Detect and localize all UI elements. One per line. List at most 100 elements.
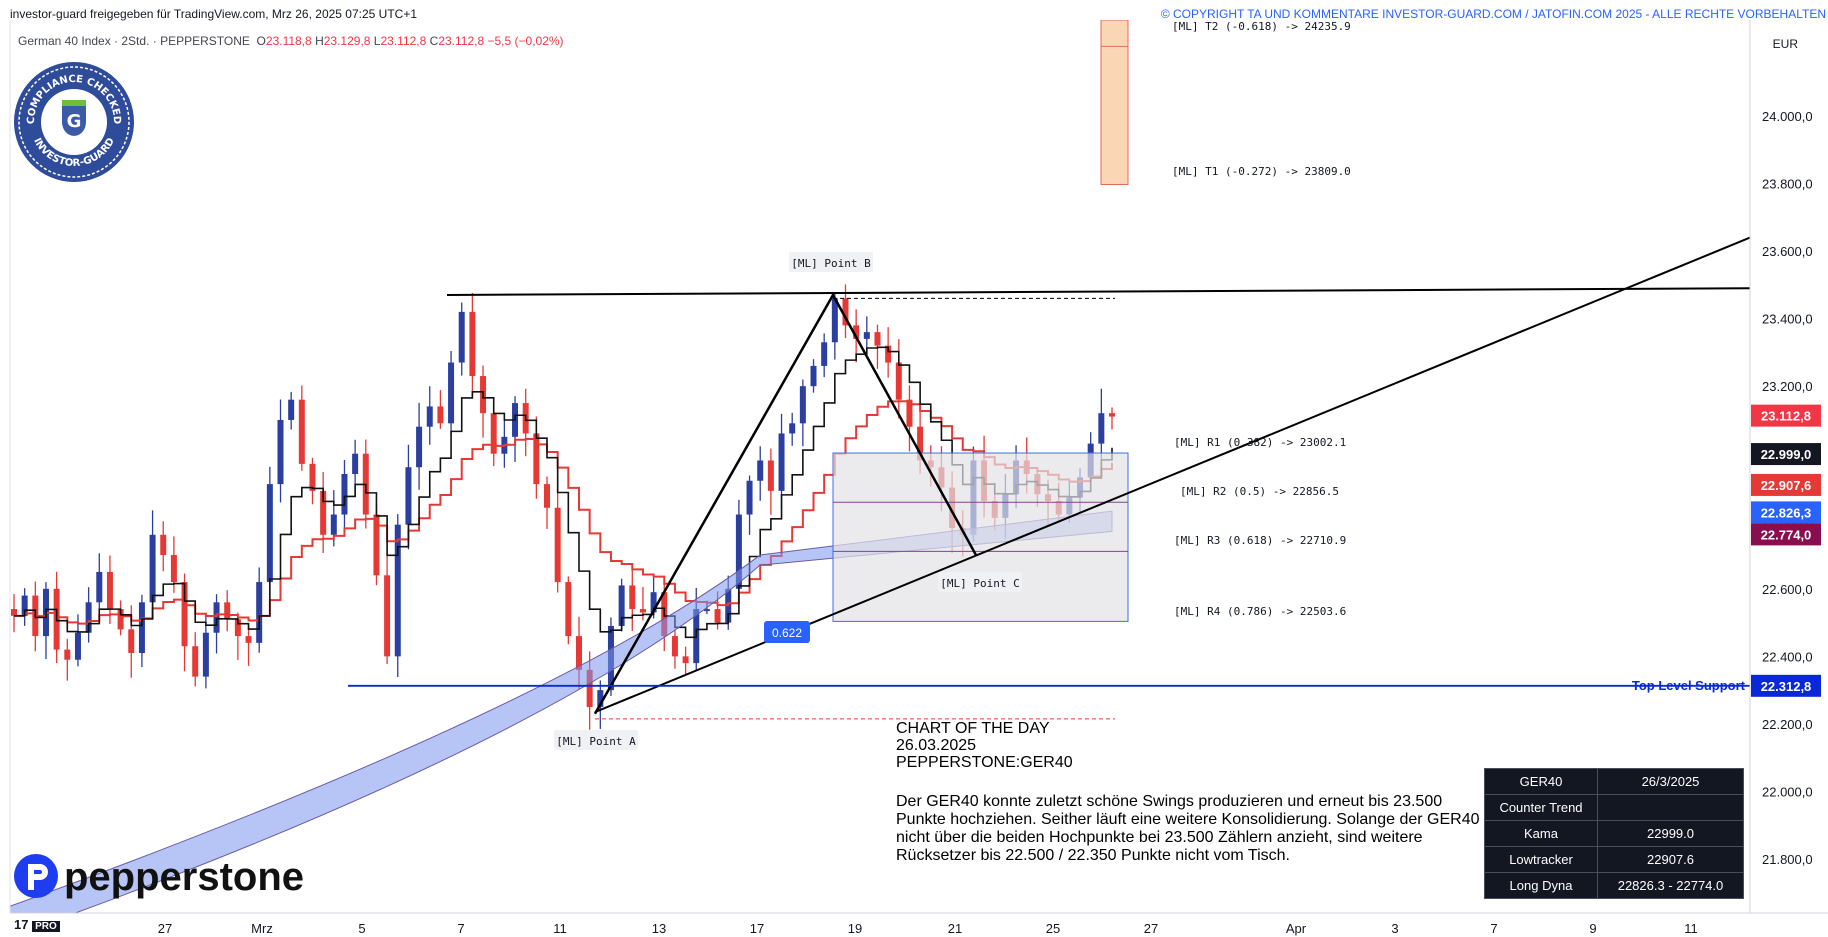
time-tick-label: 9 xyxy=(1589,921,1596,936)
price-tick-label: 23.200,0 xyxy=(1762,379,1813,394)
price-label-text: 23.112,8 xyxy=(1761,409,1811,424)
candle-body xyxy=(202,632,209,677)
candle-body xyxy=(341,473,348,515)
price-label-tag xyxy=(1751,473,1821,496)
time-tick-label: Apr xyxy=(1286,921,1307,936)
shield-icon xyxy=(62,104,86,136)
candle-body xyxy=(394,524,401,657)
time-tick-label: 11 xyxy=(553,921,567,936)
candle-body xyxy=(426,406,433,427)
candle-body xyxy=(405,467,412,525)
candle-body xyxy=(416,426,423,468)
candle-body xyxy=(586,669,593,708)
time-tick-label: 21 xyxy=(948,921,962,936)
candle-body xyxy=(181,582,188,647)
resistance-line xyxy=(446,287,1750,296)
candle-body xyxy=(853,325,860,339)
candle-body xyxy=(309,463,316,491)
candle-body xyxy=(778,433,785,491)
table-cell: Counter Trend xyxy=(1484,794,1598,821)
price-tick-label: 24.000,0 xyxy=(1762,109,1813,124)
table-cell: 22907.6 xyxy=(1597,846,1744,873)
candle-body xyxy=(639,609,646,613)
candle-body xyxy=(597,690,604,708)
candle-body xyxy=(490,413,497,454)
price-tick-label: 21.800,0 xyxy=(1762,852,1813,867)
time-tick-label: 19 xyxy=(848,921,862,936)
candle-body xyxy=(384,575,391,657)
time-tick-label: 25 xyxy=(1046,921,1060,936)
level-label: [ML] R3 (0.618) -> 22710.9 xyxy=(1174,534,1346,547)
price-label-text: 22.774,0 xyxy=(1761,527,1812,542)
pepperstone-wordmark: pepperstone xyxy=(64,855,304,899)
price-label-tag xyxy=(1751,404,1821,427)
candle-body xyxy=(320,490,327,535)
price-label-text: 22.907,6 xyxy=(1761,478,1812,493)
copyright-notice: © COPYRIGHT TA UND KOMMENTARE INVESTOR-G… xyxy=(1160,7,1826,21)
candle-body xyxy=(671,636,678,657)
candle-body xyxy=(821,342,828,366)
candle-body xyxy=(469,311,476,377)
price-label-tag xyxy=(1751,501,1821,524)
candle-body xyxy=(64,649,71,660)
price-tick-label: 23.800,0 xyxy=(1762,177,1813,192)
table-cell: 26/3/2025 xyxy=(1597,768,1744,795)
compliance-badge: G COMPLIANCE CHECKED INVESTOR-GUARD xyxy=(14,62,134,182)
time-tick-label: 3 xyxy=(1391,921,1398,936)
candle-body xyxy=(128,629,135,653)
time-tick-label: 7 xyxy=(1490,921,1497,936)
price-tick-label: 23.600,0 xyxy=(1762,244,1813,259)
time-tick-label: 27 xyxy=(158,921,172,936)
indicator-table: GER40 26/3/2025 Counter Trend Kama 22999.0… xyxy=(1484,768,1744,899)
level-label: [ML] T2 (-0.618) -> 24235.9 xyxy=(1172,20,1351,33)
table-cell xyxy=(1597,794,1744,821)
candle-body xyxy=(650,592,657,613)
time-tick-label: Mrz xyxy=(251,921,273,936)
candle-body xyxy=(1098,413,1105,444)
price-label-tag xyxy=(1751,523,1821,546)
analysis-text: Der GER40 konnte zuletzt schöne Swings p… xyxy=(896,793,1480,864)
level-label: [ML] R4 (0.786) -> 22503.6 xyxy=(1174,605,1346,618)
abc-swing-line xyxy=(593,292,978,715)
candle-body xyxy=(160,534,167,556)
level-label: [ML] R2 (0.5) -> 22856.5 xyxy=(1180,485,1339,498)
candle-body xyxy=(714,609,721,623)
candle-body xyxy=(106,571,113,610)
time-tick-label: 13 xyxy=(652,921,666,936)
candle-body xyxy=(874,332,881,346)
candle-body xyxy=(213,602,220,633)
candle-body xyxy=(266,484,273,583)
price-label-text: 22.826,3 xyxy=(1761,505,1812,520)
candle-body xyxy=(917,426,924,461)
candle-body xyxy=(437,406,444,424)
candle-body xyxy=(533,433,540,485)
price-label-tag xyxy=(1751,443,1821,466)
price-tick-label: 23.400,0 xyxy=(1762,312,1813,327)
point-label-box xyxy=(554,730,638,750)
candle-body xyxy=(554,507,561,583)
candle-body xyxy=(234,619,241,637)
candle-body xyxy=(192,646,199,677)
close-value: 23.112,8 xyxy=(438,34,485,48)
candle-body xyxy=(895,362,902,400)
candle-body xyxy=(149,534,156,603)
time-tick-label: 27 xyxy=(1144,921,1158,936)
candle-body xyxy=(799,386,806,424)
open-value: 23.118,8 xyxy=(265,34,312,48)
candle-body xyxy=(298,399,305,464)
time-tick-label: 7 xyxy=(457,921,464,936)
price-label-text: 22.312,8 xyxy=(1761,679,1812,694)
candle-body xyxy=(757,460,764,481)
candle-body xyxy=(256,582,263,643)
symbol-legend[interactable]: German 40 Index · 2Std. · PEPPERSTONE O2… xyxy=(18,34,564,48)
candle-body xyxy=(288,399,295,420)
currency-label[interactable]: EUR xyxy=(1772,37,1798,51)
price-tick-label: 22.600,0 xyxy=(1762,582,1813,597)
candle-body xyxy=(575,636,582,670)
point-label-box xyxy=(789,252,873,272)
time-tick-label: 11 xyxy=(1684,921,1698,936)
candle-body xyxy=(21,595,28,616)
candle-body xyxy=(842,298,849,326)
price-tick-label: 22.400,0 xyxy=(1762,649,1813,664)
